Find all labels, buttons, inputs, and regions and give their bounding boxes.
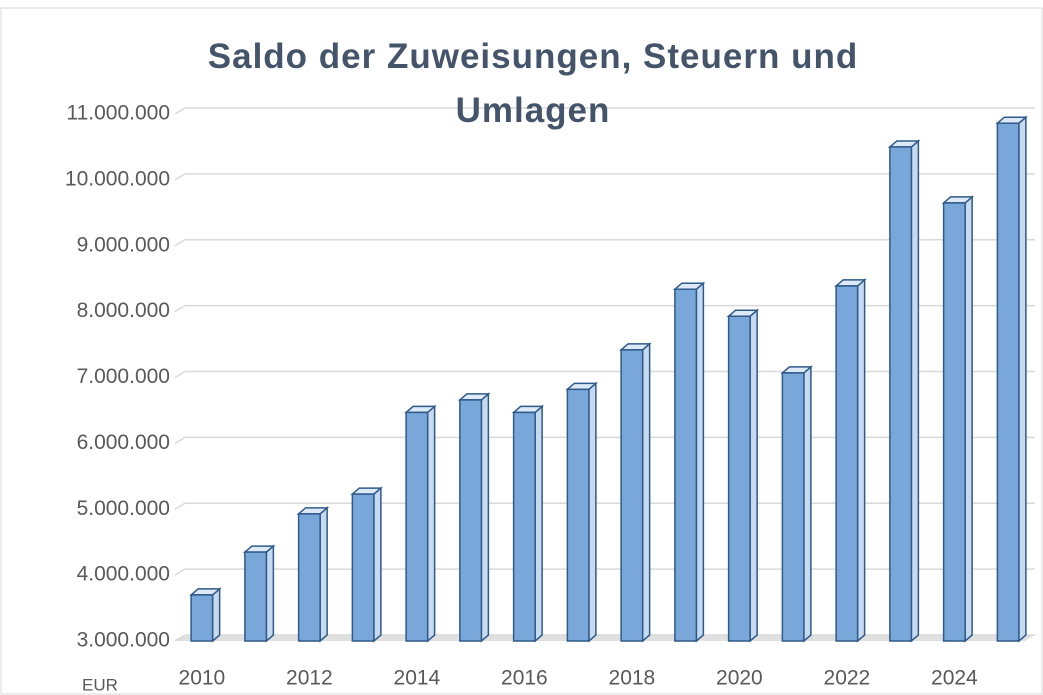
x-tick-label: 2012 [286, 667, 333, 690]
x-tick-label: 2018 [609, 667, 656, 690]
bar-side [856, 278, 866, 643]
bar-front [190, 594, 214, 642]
bar-front [620, 349, 644, 642]
bar-side [265, 544, 275, 643]
grid-line [174, 173, 1035, 181]
bar-side [695, 281, 705, 643]
bar [619, 342, 652, 643]
bar-front [512, 411, 536, 642]
bar [189, 587, 222, 643]
bar [350, 486, 383, 643]
x-tick-label: 2024 [931, 667, 978, 690]
chart-border [0, 7, 1043, 695]
bar-front [244, 551, 268, 642]
bar-side [588, 381, 597, 643]
bar-front [727, 315, 751, 642]
bar-front [566, 388, 590, 642]
bar [511, 404, 545, 643]
y-tick-label: 4.000.000 [77, 563, 170, 586]
bar-side [319, 506, 328, 643]
bar [780, 365, 813, 643]
bar-side [426, 404, 436, 643]
bar-front [459, 399, 483, 642]
y-tick-label: 7.000.000 [77, 365, 170, 388]
bar-side [910, 139, 920, 643]
x-tick-label: 2020 [716, 667, 763, 690]
bar [834, 278, 867, 643]
bar [726, 308, 760, 643]
x-tick-label: 2010 [179, 667, 226, 690]
bar-front [781, 372, 805, 642]
bar-side [534, 404, 543, 643]
grid-line [174, 239, 1035, 247]
bar-front [674, 288, 698, 642]
bar [887, 139, 921, 643]
bar-front [297, 513, 321, 642]
y-tick-label: 6.000.000 [77, 431, 170, 454]
bar-side [803, 365, 812, 643]
bar-side [749, 308, 758, 643]
bar-front [835, 285, 859, 642]
bar [672, 281, 706, 643]
bar-front [996, 122, 1020, 642]
grid-line [174, 107, 1035, 115]
bar-side [211, 587, 221, 643]
bar-front [405, 411, 429, 642]
bar [404, 404, 437, 643]
bar [565, 381, 598, 643]
bar-front [889, 146, 913, 642]
bar-side [480, 392, 490, 643]
bar-side [641, 342, 651, 643]
bar-front [942, 202, 966, 642]
bar [457, 392, 491, 643]
bar-side [964, 195, 973, 643]
x-tick-label: 2022 [824, 667, 871, 690]
y-axis-label: EUR [82, 675, 118, 694]
bar [941, 195, 975, 643]
x-tick-label: 2016 [501, 667, 548, 690]
x-tick-label: 2014 [394, 667, 441, 690]
chart-title: Saldo der Zuweisungen, Steuern und Umlag… [207, 37, 859, 130]
y-tick-label: 9.000.000 [77, 233, 170, 256]
bar-side [1018, 115, 1027, 643]
grid-line [174, 304, 1035, 313]
bar [995, 115, 1028, 643]
bar [242, 544, 276, 643]
y-tick-label: 5.000.000 [77, 497, 170, 520]
y-tick-label: 8.000.000 [77, 299, 170, 322]
y-tick-label: 10.000.000 [65, 167, 170, 190]
y-tick-label: 11.000.000 [66, 102, 170, 125]
y-tick-label: 3.000.000 [77, 629, 170, 652]
bar [296, 506, 330, 643]
bar-front [351, 493, 375, 642]
floor [175, 635, 1035, 641]
bar-side [373, 486, 382, 643]
